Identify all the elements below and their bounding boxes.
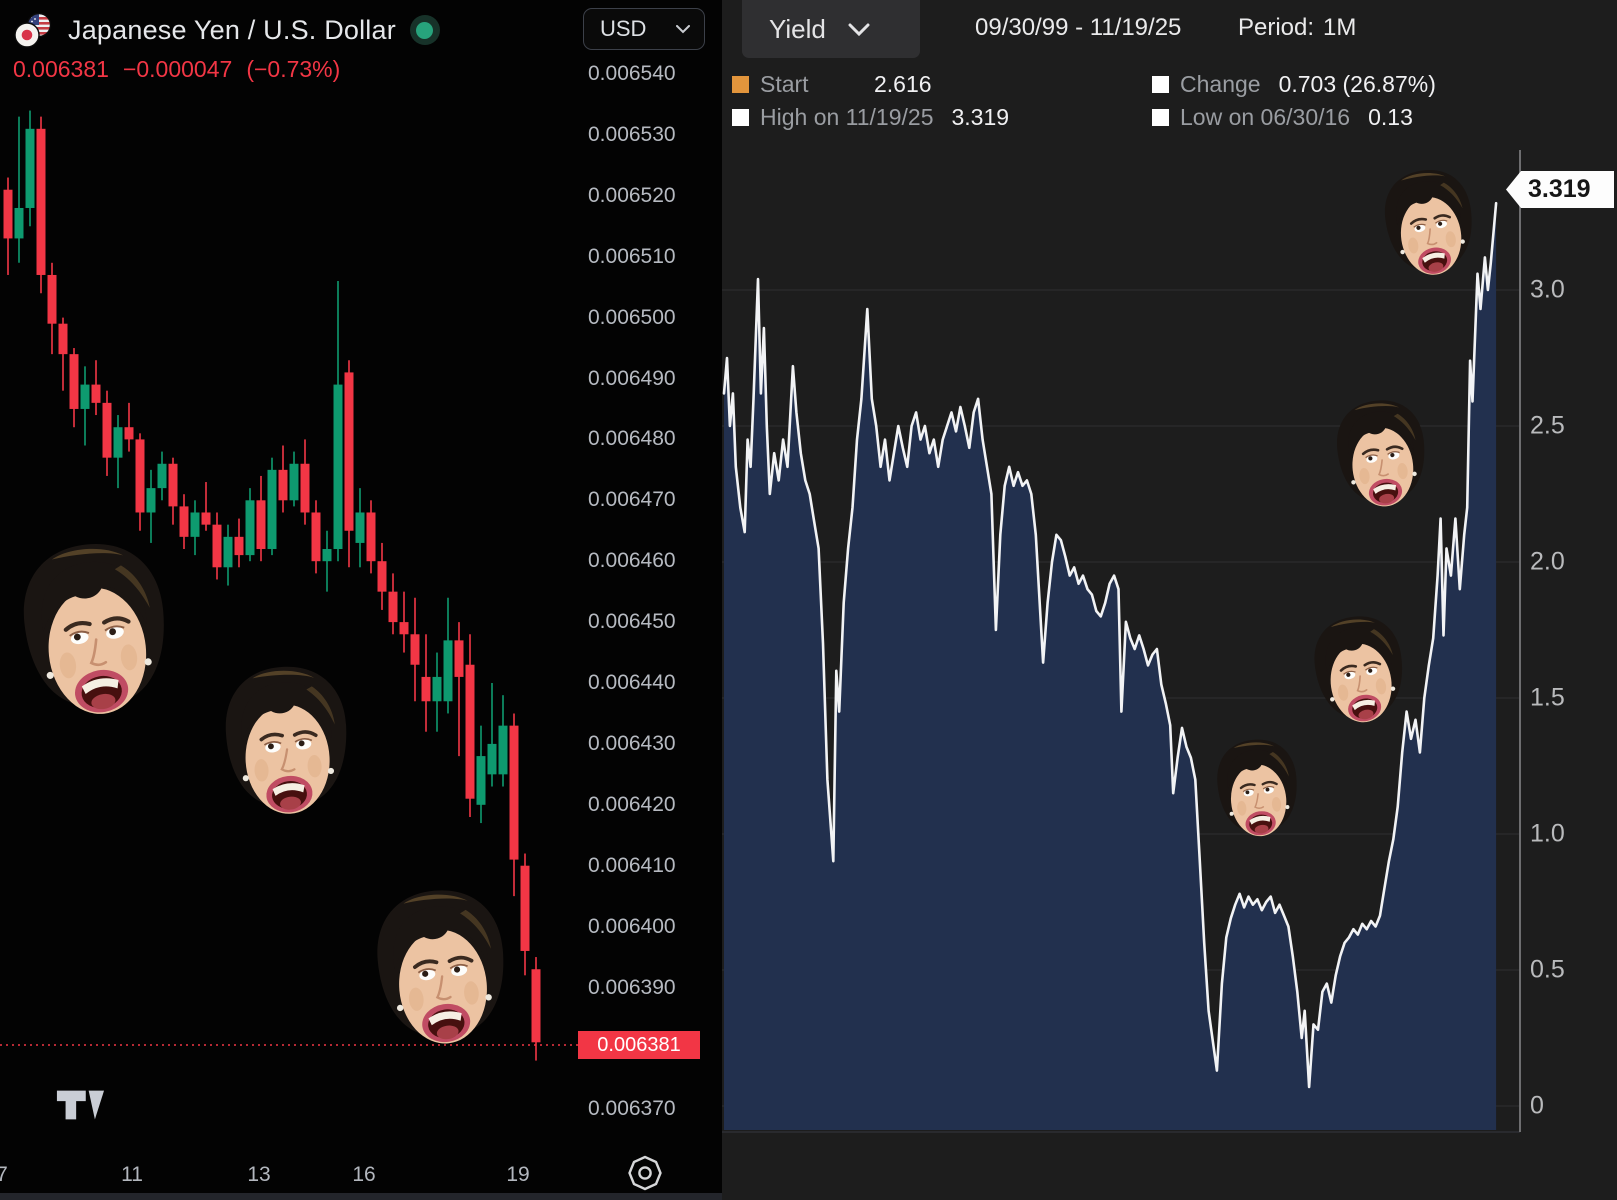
y-axis-label: 0.006510 <box>588 244 676 268</box>
legend-swatch <box>732 109 749 126</box>
y-axis-label: 0.006500 <box>588 305 676 329</box>
price-change-percent: (−0.73%) <box>246 56 341 82</box>
jpyusd-chart-panel: Japanese Yen / U.S. Dollar USD 0.006381 … <box>0 0 722 1200</box>
y-axis-label: 1.0 <box>1530 819 1565 848</box>
y-axis-label: 0.006410 <box>588 853 676 877</box>
legend-start: Start 2.616 <box>732 71 932 98</box>
yield-area-chart[interactable] <box>722 0 1617 1200</box>
y-axis-label: 0.006370 <box>588 1097 676 1121</box>
tradingview-logo[interactable] <box>55 1088 105 1122</box>
y-axis-label: 0.5 <box>1530 955 1565 984</box>
y-axis-label: 0.006530 <box>588 122 676 146</box>
y-axis-label: 0.006520 <box>588 183 676 207</box>
symbol-header: Japanese Yen / U.S. Dollar <box>10 8 440 52</box>
candlestick-chart[interactable] <box>0 0 722 1200</box>
x-axis-label: 19 <box>506 1163 530 1186</box>
page-title: Japanese Yen / U.S. Dollar <box>68 14 396 45</box>
y-axis-label: 0.006420 <box>588 792 676 816</box>
x-axis-label: 7 <box>0 1163 8 1186</box>
currency-dropdown-value: USD <box>600 16 647 41</box>
currency-dropdown[interactable]: USD <box>583 8 705 50</box>
field-dropdown-value: Yield <box>769 13 826 44</box>
x-axis-label: 13 <box>247 1163 271 1186</box>
last-value-axis-badge: 3.319 <box>1506 171 1614 208</box>
bottom-toolbar-strip <box>0 1193 722 1200</box>
legend-low: Low on 06/30/16 0.13 <box>1152 104 1413 131</box>
y-axis-label: 0.006400 <box>588 914 676 938</box>
price-row: 0.006381 −0.000047 (−0.73%) <box>13 56 340 83</box>
date-range: 09/30/99 - 11/19/25 <box>975 14 1182 41</box>
y-axis-label: 0 <box>1530 1091 1544 1120</box>
legend-high: High on 11/19/25 3.319 <box>732 104 1009 131</box>
y-axis-label: 0.006390 <box>588 975 676 999</box>
y-axis-label: 0.006460 <box>588 549 676 573</box>
settings-icon[interactable] <box>626 1154 664 1192</box>
y-axis-label: 0.006450 <box>588 610 676 634</box>
yield-chart-panel: Yield 09/30/99 - 11/19/25 Period: 1M Sta… <box>722 0 1617 1200</box>
x-axis-label: 16 <box>352 1163 376 1186</box>
y-axis-label: 0.006540 <box>588 62 676 85</box>
period: Period: 1M <box>1238 14 1356 42</box>
jpy-usd-flag-icon <box>14 12 52 48</box>
legend-swatch <box>1152 109 1169 126</box>
y-axis-label: 2.5 <box>1530 411 1565 440</box>
y-axis-label: 0.006490 <box>588 366 676 390</box>
y-axis-label: 2.0 <box>1530 547 1565 576</box>
market-open-icon <box>409 15 440 45</box>
y-axis-label: 0.006430 <box>588 731 676 755</box>
period-label: Period: <box>1238 14 1315 41</box>
last-price: 0.006381 <box>13 56 109 82</box>
y-axis-label: 3.0 <box>1530 275 1565 304</box>
period-value: 1M <box>1323 14 1357 41</box>
chevron-down-icon <box>676 24 690 33</box>
field-dropdown[interactable]: Yield <box>742 0 920 58</box>
price-change: −0.000047 <box>122 56 233 82</box>
legend-swatch <box>1152 76 1169 93</box>
x-axis-label: 11 <box>121 1163 143 1186</box>
y-axis-label: 0.006440 <box>588 671 676 694</box>
last-price-axis-badge: 0.006381 <box>578 1031 700 1059</box>
legend-swatch <box>732 76 749 93</box>
legend-change: Change 0.703 (26.87%) <box>1152 71 1436 98</box>
y-axis-label: 1.5 <box>1530 683 1565 712</box>
chevron-down-icon <box>848 23 870 36</box>
y-axis-label: 0.006470 <box>588 488 676 512</box>
y-axis-label: 0.006480 <box>588 427 676 451</box>
